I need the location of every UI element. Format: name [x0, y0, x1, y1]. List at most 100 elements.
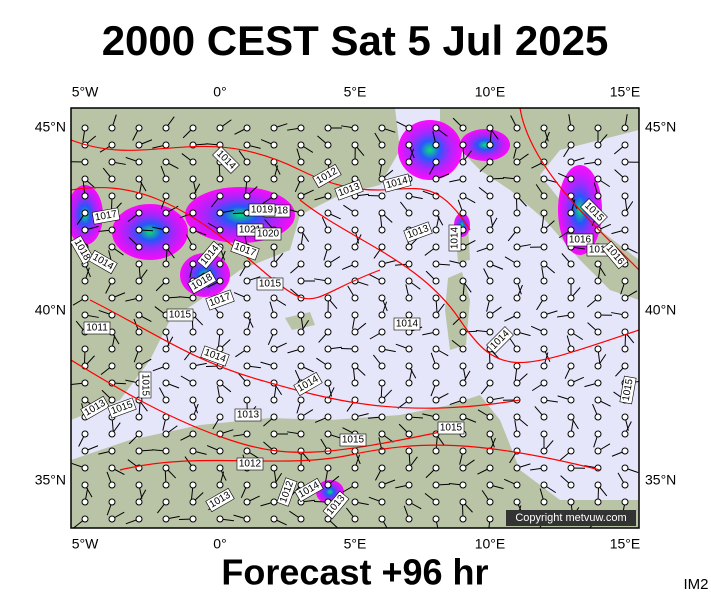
barb-station	[189, 379, 197, 387]
barb-station	[81, 175, 89, 183]
barb-station	[243, 141, 251, 149]
barb-station	[135, 294, 143, 302]
lat-label-right: 40°N	[645, 302, 676, 318]
barb-station	[567, 311, 575, 319]
barb-station	[189, 226, 197, 234]
isobar-label-box	[619, 375, 637, 405]
barb-station	[540, 464, 548, 472]
barb-station	[297, 464, 305, 472]
isobar-label-group: 1013	[234, 408, 262, 422]
barb-station	[567, 464, 575, 472]
isobar-label-box	[403, 221, 433, 243]
barb-station	[135, 175, 143, 183]
barb-station	[81, 158, 89, 166]
barb-station	[621, 175, 629, 183]
isobar-label: 1020	[257, 229, 280, 240]
barb-station	[135, 141, 143, 149]
barb-station	[297, 328, 305, 336]
barb-station	[540, 294, 548, 302]
barb-station	[486, 430, 494, 438]
isobar-label-group: 1014	[448, 224, 462, 252]
barb-station	[513, 124, 521, 132]
barb-station	[486, 209, 494, 217]
barb-station	[270, 413, 278, 421]
barb-station	[459, 498, 467, 506]
barb-station	[540, 277, 548, 285]
barb-station	[594, 430, 602, 438]
barb-station	[216, 328, 224, 336]
lon-label-bottom: 5°W	[72, 536, 99, 552]
barb-station	[594, 294, 602, 302]
barb-station	[270, 345, 278, 353]
isobar-label: 1014	[450, 226, 461, 249]
isobar-label: 1015	[139, 374, 150, 397]
barb-station	[297, 413, 305, 421]
barb-station	[378, 141, 386, 149]
barb-station	[486, 226, 494, 234]
barb-station	[621, 226, 629, 234]
isobar-label-box	[448, 224, 462, 252]
barb-station	[216, 209, 224, 217]
barb-station	[513, 464, 521, 472]
barb-station	[297, 515, 305, 523]
barb-station	[405, 515, 413, 523]
barb-station	[432, 243, 440, 251]
barb-station	[324, 515, 332, 523]
lon-label-bottom: 10°E	[475, 536, 506, 552]
barb-station	[378, 430, 386, 438]
barb-station	[540, 362, 548, 370]
barb-station	[189, 413, 197, 421]
barb-station	[486, 362, 494, 370]
barb-station	[108, 345, 116, 353]
barb-station	[135, 498, 143, 506]
barb-station	[81, 124, 89, 132]
barb-station	[243, 158, 251, 166]
barb-station	[594, 396, 602, 404]
barb-station	[297, 124, 305, 132]
barb-station	[324, 311, 332, 319]
barb-station	[621, 277, 629, 285]
barb-station	[378, 311, 386, 319]
barb-station	[459, 260, 467, 268]
barb-station	[297, 175, 305, 183]
isobar-label: 1013	[237, 410, 260, 421]
barb-station	[621, 498, 629, 506]
barb-station	[324, 192, 332, 200]
barb-station	[594, 413, 602, 421]
barb-station	[432, 175, 440, 183]
barb-station	[459, 175, 467, 183]
barb-station	[270, 311, 278, 319]
barb-station	[135, 124, 143, 132]
barb-station	[162, 379, 170, 387]
barb-station	[243, 515, 251, 523]
barb-station	[243, 124, 251, 132]
barb-station	[459, 464, 467, 472]
lat-label-left: 45°N	[35, 119, 66, 135]
barb-station	[378, 260, 386, 268]
isobar-label: 1015	[259, 279, 282, 290]
isobar-label-box	[322, 490, 350, 520]
barb-station	[567, 498, 575, 506]
barb-station	[351, 464, 359, 472]
barb-station	[189, 158, 197, 166]
isobar-label: 1015	[342, 435, 365, 446]
isobar-label: 1018	[266, 206, 289, 217]
isobar-label-box	[254, 227, 282, 241]
barb-station	[108, 498, 116, 506]
barb-station	[81, 447, 89, 455]
barb-station	[108, 362, 116, 370]
barb-station	[108, 430, 116, 438]
isobar-label-group: 1015	[619, 375, 637, 405]
barb-station	[513, 158, 521, 166]
barb-station	[270, 362, 278, 370]
barb-station	[297, 192, 305, 200]
isobar-label-box	[276, 477, 298, 507]
barb-station	[297, 277, 305, 285]
barb-station	[405, 345, 413, 353]
barb-station	[540, 175, 548, 183]
barb-station	[432, 226, 440, 234]
barb-station	[486, 175, 494, 183]
isobar-label-box	[83, 321, 111, 335]
barb-station	[486, 498, 494, 506]
barb-station	[513, 481, 521, 489]
